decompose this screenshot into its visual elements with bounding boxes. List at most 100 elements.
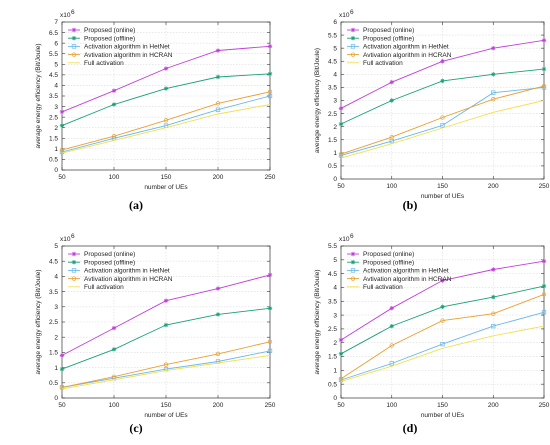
chart-panel-3: 0 0.5 1 1.5 2 2.5 3 3.5 4 4.5 5 50 100 150 200 250 x10 6 n… <box>35 233 276 435</box>
y-tick-label: 6 <box>54 40 58 47</box>
data-point <box>59 149 65 155</box>
data-point <box>163 362 169 367</box>
y-tick-label: 4 <box>54 274 58 281</box>
data-point <box>541 83 547 89</box>
legend-marker <box>71 251 77 257</box>
y-multiplier-exponent: 6 <box>71 233 75 240</box>
legend-label: Full activation <box>84 284 124 291</box>
chart-panel-4: 0 0.5 1 1.5 2 2.5 3 3.5 4 4.5 5 5.5 50 100 150 200 250 x1… <box>314 233 550 435</box>
y-tick-label: 1 <box>333 368 337 375</box>
y-tick-label: 0 <box>333 176 337 183</box>
legend-label: Avtivation algorithm in HCRAN <box>84 276 173 283</box>
data-point <box>59 366 65 372</box>
x-tick-label: 100 <box>386 402 397 409</box>
data-point <box>541 283 547 289</box>
data-point <box>338 151 344 157</box>
legend-label: Activation algorithm in HetNet <box>84 44 170 51</box>
data-point <box>59 109 65 115</box>
legend-label: Proposed (online) <box>363 251 414 258</box>
data-point <box>491 294 496 300</box>
legend-label: Full activation <box>363 60 403 67</box>
data-point <box>163 118 169 123</box>
x-tick-label: 250 <box>265 402 276 409</box>
data-point <box>59 385 65 390</box>
data-point <box>111 88 117 93</box>
y-tick-label: 5 <box>333 45 337 52</box>
y-tick-label: 7 <box>54 19 58 26</box>
data-point <box>338 351 344 356</box>
series-line <box>340 293 545 380</box>
data-point <box>267 272 273 278</box>
legend-label: Proposed (online) <box>84 27 135 34</box>
x-tick-label: 150 <box>437 183 448 190</box>
legend-label: Full activation <box>363 284 403 291</box>
legend-marker <box>350 52 356 57</box>
series-5 <box>61 354 271 390</box>
data-point <box>267 348 273 354</box>
y-axis-label: average energy efficiency (Bit/Joule) <box>314 48 321 153</box>
y-multiplier-exponent: 6 <box>350 233 354 240</box>
y-multiplier: x10 <box>60 12 71 19</box>
legend: Proposed (online)Proposed (offline) Activ… <box>68 251 173 291</box>
y-tick-label: 1 <box>333 150 337 157</box>
x-tick-label: 150 <box>437 402 448 409</box>
chart-panel-1: 0 0.5 1 1.5 2 2.5 3 3.5 4 4.5 5 5.5 6 6.5 7 50 100 150 200… <box>35 9 276 212</box>
data-point <box>491 267 496 272</box>
data-point <box>491 72 496 77</box>
y-tick-label: 5 <box>54 61 58 68</box>
y-tick-label: 3 <box>333 98 337 105</box>
data-point <box>163 66 169 71</box>
legend-label: Proposed (online) <box>84 251 135 258</box>
y-tick-label: 1.5 <box>328 354 337 361</box>
data-point <box>215 312 221 317</box>
legend-label: Avtivation algorithm in HCRAN <box>363 52 452 59</box>
y-multiplier: x10 <box>339 12 350 19</box>
data-point <box>389 305 394 311</box>
legend-marker <box>71 36 77 41</box>
y-tick-label: 3.5 <box>49 289 58 296</box>
x-tick-label: 150 <box>161 402 172 409</box>
series-line <box>61 350 271 388</box>
series-4 <box>59 339 273 390</box>
legend-marker <box>350 36 356 41</box>
panel-caption: (a) <box>129 198 143 212</box>
chart-panel-2: 0 0.5 1 1.5 2 2.5 3 3.5 4 4.5 5 5.5 6 50 100 150 200 250 x… <box>314 9 550 212</box>
series-line <box>61 354 271 390</box>
data-point <box>491 90 496 95</box>
series-5 <box>340 325 545 382</box>
data-point <box>440 341 445 347</box>
data-point <box>267 93 273 99</box>
y-tick-label: 3.5 <box>328 85 337 92</box>
data-point <box>491 323 496 329</box>
y-tick-label: 1.5 <box>49 350 58 357</box>
data-point <box>111 134 117 139</box>
legend-label: Avtivation algorithm in HCRAN <box>84 52 173 59</box>
legend-label: Proposed (online) <box>363 27 414 34</box>
data-point <box>389 98 394 103</box>
series-line <box>61 95 271 153</box>
data-point <box>491 311 496 316</box>
data-point <box>338 376 344 381</box>
series-5 <box>61 104 271 154</box>
data-point <box>491 45 496 51</box>
data-point <box>541 38 547 43</box>
data-point <box>267 339 273 344</box>
series-2 <box>59 71 273 128</box>
series-1 <box>338 259 547 343</box>
y-tick-label: 4 <box>333 72 337 79</box>
legend-label: Activation algorithm in HetNet <box>84 268 170 275</box>
y-tick-label: 2.5 <box>328 326 337 333</box>
legend-label: Proposed (offline) <box>363 35 414 42</box>
data-point <box>267 89 273 94</box>
x-tick-label: 200 <box>213 402 224 409</box>
x-tick-label: 250 <box>265 174 276 181</box>
data-point <box>163 322 169 328</box>
y-tick-label: 5.5 <box>328 32 337 39</box>
y-tick-label: 4 <box>54 83 58 90</box>
data-point <box>267 44 273 49</box>
y-tick-label: 2 <box>333 124 337 131</box>
data-point <box>215 107 221 112</box>
data-point <box>215 48 221 53</box>
legend-marker <box>350 268 356 273</box>
series-4 <box>59 89 273 153</box>
